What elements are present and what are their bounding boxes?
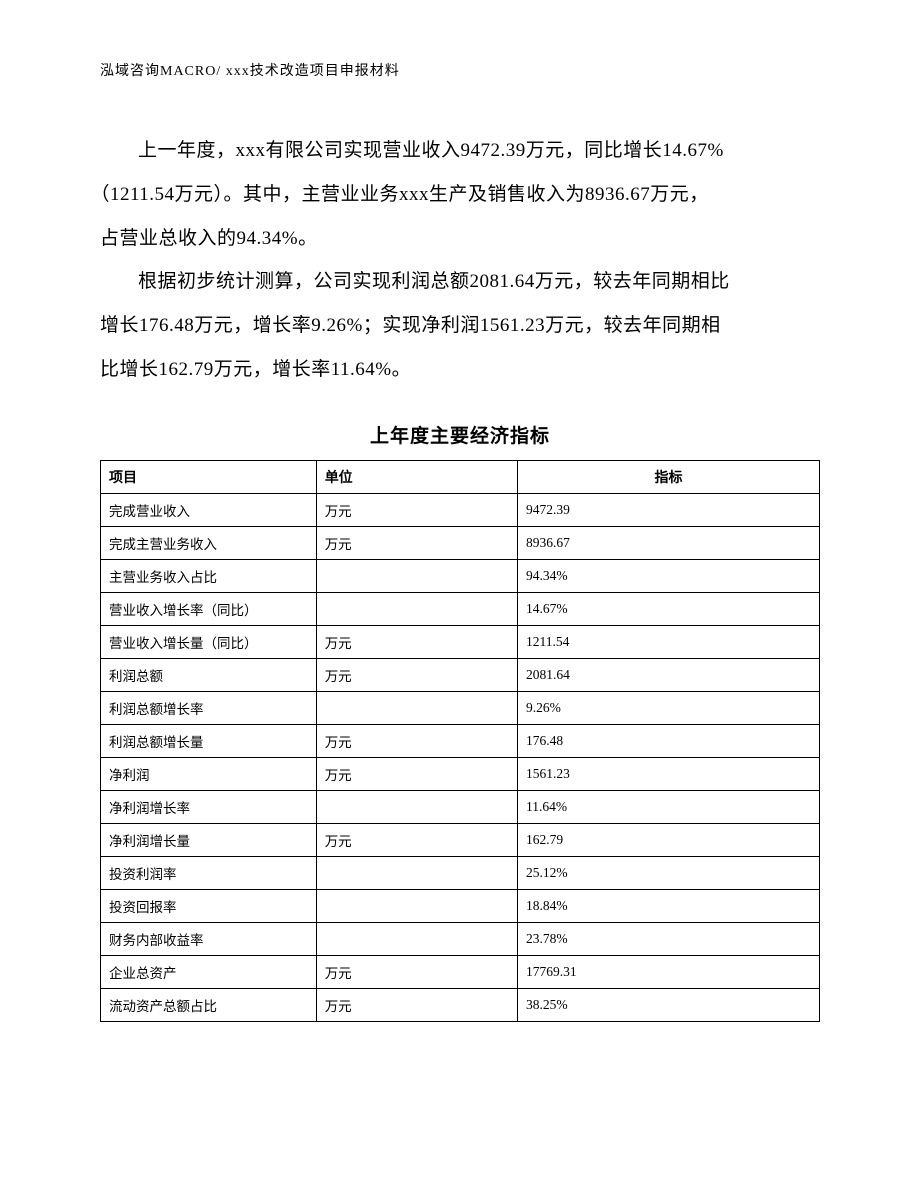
- cell-indicator: 1211.54: [518, 625, 820, 658]
- table-row: 财务内部收益率 23.78%: [101, 922, 820, 955]
- cell-indicator: 1561.23: [518, 757, 820, 790]
- cell-item: 流动资产总额占比: [101, 988, 317, 1021]
- table-row: 完成营业收入万元9472.39: [101, 493, 820, 526]
- table-title: 上年度主要经济指标: [100, 421, 820, 448]
- cell-unit: [316, 922, 517, 955]
- cell-item: 完成营业收入: [101, 493, 317, 526]
- cell-item: 利润总额增长率: [101, 691, 317, 724]
- cell-item: 营业收入增长率（同比）: [101, 592, 317, 625]
- cell-item: 营业收入增长量（同比）: [101, 625, 317, 658]
- paragraph-1-line-1: 上一年度，xxx有限公司实现营业收入9472.39万元，同比增长14.67%: [100, 130, 820, 172]
- table-body: 完成营业收入万元9472.39 完成主营业务收入万元8936.67 主营业务收入…: [101, 493, 820, 1021]
- paragraph-2-line-1: 根据初步统计测算，公司实现利润总额2081.64万元，较去年同期相比: [100, 261, 820, 303]
- cell-item: 主营业务收入占比: [101, 559, 317, 592]
- table-row: 净利润增长率 11.64%: [101, 790, 820, 823]
- cell-item: 投资回报率: [101, 889, 317, 922]
- cell-item: 利润总额增长量: [101, 724, 317, 757]
- cell-item: 净利润增长率: [101, 790, 317, 823]
- cell-unit: [316, 559, 517, 592]
- cell-indicator: 162.79: [518, 823, 820, 856]
- table-row: 投资回报率 18.84%: [101, 889, 820, 922]
- cell-unit: [316, 691, 517, 724]
- economic-indicators-table: 项目 单位 指标 完成营业收入万元9472.39 完成主营业务收入万元8936.…: [100, 460, 820, 1022]
- table-row: 流动资产总额占比万元38.25%: [101, 988, 820, 1021]
- table-header-indicator: 指标: [518, 460, 820, 493]
- cell-unit: [316, 856, 517, 889]
- cell-item: 净利润增长量: [101, 823, 317, 856]
- paragraph-2-line-3: 比增长162.79万元，增长率11.64%。: [100, 349, 820, 391]
- table-header-row: 项目 单位 指标: [101, 460, 820, 493]
- cell-unit: [316, 790, 517, 823]
- paragraph-1-line-3: 占营业总收入的94.34%。: [100, 218, 820, 260]
- table-header-unit: 单位: [316, 460, 517, 493]
- cell-item: 财务内部收益率: [101, 922, 317, 955]
- table-header-item: 项目: [101, 460, 317, 493]
- table-row: 营业收入增长率（同比） 14.67%: [101, 592, 820, 625]
- table-row: 利润总额万元2081.64: [101, 658, 820, 691]
- cell-unit: 万元: [316, 988, 517, 1021]
- cell-indicator: 38.25%: [518, 988, 820, 1021]
- cell-unit: 万元: [316, 658, 517, 691]
- cell-indicator: 14.67%: [518, 592, 820, 625]
- table-row: 投资利润率 25.12%: [101, 856, 820, 889]
- cell-item: 利润总额: [101, 658, 317, 691]
- cell-unit: 万元: [316, 724, 517, 757]
- table-row: 主营业务收入占比 94.34%: [101, 559, 820, 592]
- page-header: 泓域咨询MACRO/ xxx技术改造项目申报材料: [100, 60, 820, 80]
- table-row: 利润总额增长量万元176.48: [101, 724, 820, 757]
- cell-item: 净利润: [101, 757, 317, 790]
- cell-indicator: 94.34%: [518, 559, 820, 592]
- cell-unit: 万元: [316, 526, 517, 559]
- paragraph-2-line-2: 增长176.48万元，增长率9.26%；实现净利润1561.23万元，较去年同期…: [100, 305, 820, 347]
- cell-indicator: 9.26%: [518, 691, 820, 724]
- paragraph-1-line-2: （1211.54万元）。其中，主营业业务xxx生产及销售收入为8936.67万元…: [100, 174, 820, 216]
- cell-indicator: 9472.39: [518, 493, 820, 526]
- cell-indicator: 18.84%: [518, 889, 820, 922]
- table-row: 完成主营业务收入万元8936.67: [101, 526, 820, 559]
- cell-indicator: 11.64%: [518, 790, 820, 823]
- cell-indicator: 8936.67: [518, 526, 820, 559]
- cell-unit: 万元: [316, 493, 517, 526]
- cell-indicator: 2081.64: [518, 658, 820, 691]
- cell-indicator: 176.48: [518, 724, 820, 757]
- cell-indicator: 17769.31: [518, 955, 820, 988]
- cell-unit: 万元: [316, 757, 517, 790]
- cell-item: 投资利润率: [101, 856, 317, 889]
- cell-item: 完成主营业务收入: [101, 526, 317, 559]
- document-page: 泓域咨询MACRO/ xxx技术改造项目申报材料 上一年度，xxx有限公司实现营…: [0, 0, 920, 1082]
- table-row: 利润总额增长率 9.26%: [101, 691, 820, 724]
- table-row: 企业总资产万元17769.31: [101, 955, 820, 988]
- cell-unit: 万元: [316, 625, 517, 658]
- table-row: 净利润增长量万元162.79: [101, 823, 820, 856]
- cell-indicator: 23.78%: [518, 922, 820, 955]
- cell-indicator: 25.12%: [518, 856, 820, 889]
- table-row: 净利润万元1561.23: [101, 757, 820, 790]
- cell-unit: 万元: [316, 823, 517, 856]
- cell-unit: [316, 592, 517, 625]
- cell-item: 企业总资产: [101, 955, 317, 988]
- cell-unit: [316, 889, 517, 922]
- cell-unit: 万元: [316, 955, 517, 988]
- table-row: 营业收入增长量（同比）万元1211.54: [101, 625, 820, 658]
